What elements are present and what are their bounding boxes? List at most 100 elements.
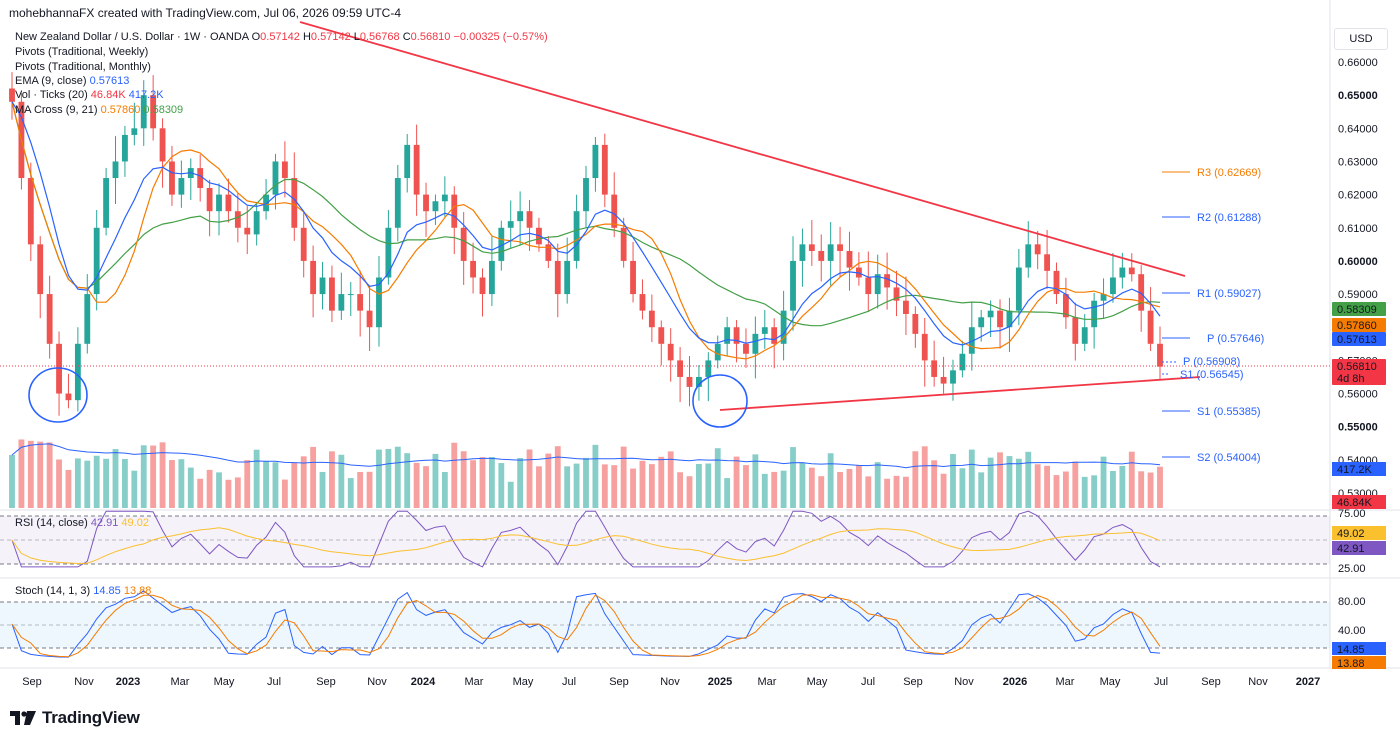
volume-bar	[837, 472, 843, 508]
date-tick-label: Jul	[267, 676, 281, 688]
volume-bar	[225, 479, 232, 508]
candle-body	[639, 294, 646, 311]
stoch-tick-label: 40.00	[1338, 625, 1366, 637]
candles-group	[9, 72, 1163, 416]
volume-bar	[1091, 475, 1098, 508]
candle-body	[263, 194, 269, 212]
legend-symbol-row-part: −0.00325 (−0.57%)	[453, 31, 547, 43]
volume-bar	[206, 469, 213, 508]
trendline-ascending	[719, 376, 1201, 411]
volume-bar	[1138, 471, 1145, 508]
volume-bar	[310, 446, 317, 508]
candle-body	[93, 227, 100, 295]
volume-bar	[1015, 458, 1022, 508]
volume-bar	[488, 457, 495, 508]
candle-body	[997, 310, 1003, 328]
legend-stoch-part: 13.88	[124, 585, 152, 597]
date-tick-label: Sep	[1201, 676, 1221, 688]
stoch-k-line	[11, 590, 1161, 658]
volume-bar	[573, 463, 580, 508]
highlight-circle	[28, 367, 88, 423]
candle-body	[696, 376, 702, 387]
candle-body	[479, 277, 486, 295]
price-tick-label: 0.60000	[1338, 256, 1378, 268]
volume-bar	[1034, 464, 1041, 508]
volume-bar	[451, 442, 458, 508]
chart-canvas[interactable]: 0.66000 0.65000 0.64000 0.63000 0.62000 0.610…	[0, 0, 1400, 700]
candle-body	[526, 211, 533, 228]
volume-bar	[667, 451, 674, 508]
volume-bar	[291, 462, 298, 508]
volume-bar	[263, 461, 269, 508]
price-axis-label-bg	[1332, 332, 1386, 346]
legend-ma-cross-part: 0.57860	[101, 104, 144, 116]
volume-bar	[404, 453, 411, 508]
candle-body	[950, 370, 956, 384]
volume-bar	[470, 460, 476, 508]
volume-bar	[93, 455, 100, 508]
candle-body	[140, 95, 147, 129]
pivot-monthly-label: R3 (0.62669)	[1197, 167, 1261, 179]
volume-bar	[1025, 451, 1032, 508]
candle-body	[84, 294, 91, 344]
candle-body	[790, 260, 796, 311]
price-axis-label: 0.57613	[1337, 334, 1377, 346]
legend-stoch-part: Stoch (14, 1, 3)	[15, 585, 93, 597]
date-tick-label: Nov	[74, 676, 94, 688]
candle-body	[714, 343, 721, 361]
legend-ema-part: 0.57613	[90, 75, 130, 87]
volume-bar	[65, 469, 72, 508]
candle-body	[169, 161, 175, 195]
legend-volume-part: 46.84K	[91, 89, 129, 101]
candle-body	[554, 260, 561, 295]
stoch-axis-label-bg	[1332, 656, 1386, 669]
candle-body	[573, 211, 580, 261]
candle-body	[394, 178, 401, 228]
date-tick-label: Sep	[903, 676, 923, 688]
volume-bar	[677, 472, 684, 508]
candle-body	[385, 227, 392, 278]
candle-body	[460, 227, 467, 261]
price-tick-label: 0.63000	[1338, 156, 1378, 168]
price-tick-label: 0.65000	[1338, 90, 1378, 102]
candle-body	[300, 227, 307, 261]
legend-symbol-row-part: New Zealand Dollar / U.S. Dollar · 1W · …	[15, 31, 252, 43]
candle-body	[112, 161, 119, 179]
stoch-axis-label-bg	[1332, 642, 1386, 655]
volume-bar	[611, 465, 618, 508]
candle-body	[611, 194, 618, 228]
volume-bar	[187, 467, 194, 508]
date-tick-label: Sep	[316, 676, 336, 688]
volume-bar	[122, 459, 128, 508]
volume-bar	[620, 446, 627, 508]
candle-body	[743, 343, 749, 354]
candle-body	[197, 168, 204, 188]
candle-body	[413, 144, 420, 195]
volume-bar	[1053, 475, 1060, 508]
volume-bar	[244, 460, 251, 508]
volume-bar	[1006, 456, 1013, 508]
date-tick-label: Sep	[22, 676, 42, 688]
volume-bar	[460, 451, 467, 508]
volume-bar	[808, 467, 815, 508]
candle-body	[780, 310, 787, 344]
candle-body	[658, 327, 665, 344]
candle-body	[808, 244, 815, 251]
volume-bar	[771, 471, 778, 508]
price-axis-label: 0.57860	[1337, 320, 1377, 332]
candle-body	[799, 244, 806, 261]
candle-body	[818, 250, 825, 261]
rsi-axis-label: 42.91	[1337, 543, 1365, 555]
rsi-ma-line	[11, 527, 1161, 565]
volume-bar	[216, 472, 222, 508]
currency-button[interactable]: USD	[1334, 28, 1388, 50]
volume-bar	[357, 471, 364, 508]
volume-bar	[714, 448, 721, 508]
candle-body	[216, 194, 222, 212]
candle-body	[874, 274, 881, 295]
volume-bar	[131, 470, 138, 508]
volume-bar	[1147, 472, 1154, 508]
candle-body	[677, 360, 684, 377]
candle-body	[968, 327, 975, 354]
legend-ma-cross-part: 0.58309	[143, 104, 183, 116]
